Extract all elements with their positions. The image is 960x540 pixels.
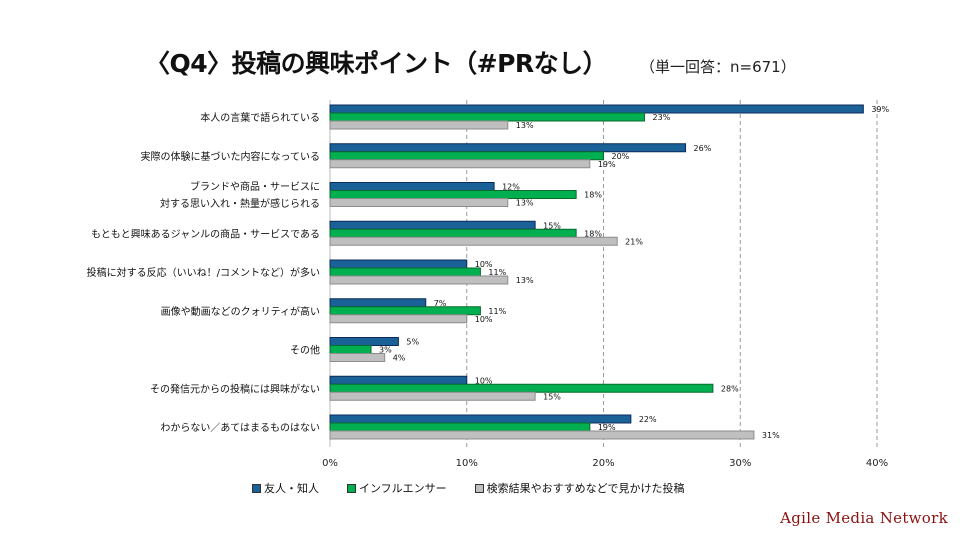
x-tick-label: 40%: [866, 458, 888, 469]
category-label: ブランドや商品・サービスに: [190, 180, 320, 193]
legend-item-influencer: インフルエンサー: [347, 480, 447, 496]
bar: [329, 151, 604, 161]
bar: [329, 353, 386, 362]
category-label: わからない／あてはまるものはない: [160, 422, 320, 434]
data-label: 4%: [393, 354, 406, 363]
data-label: 13%: [516, 276, 534, 285]
bar: [329, 345, 372, 354]
data-label: 10%: [475, 260, 493, 269]
bar: [329, 159, 591, 169]
data-label: 11%: [488, 307, 506, 316]
data-label: 11%: [488, 268, 506, 277]
bar: [329, 228, 577, 238]
bar: [329, 236, 618, 246]
x-tick-label: 30%: [729, 458, 751, 469]
bar: [329, 422, 591, 432]
brand-logo: Agile Media Network: [780, 509, 948, 527]
chart-subtitle: （単一回答：n=671）: [640, 58, 796, 76]
bar: [329, 267, 481, 277]
category-label: その発信元からの投稿には興味がない: [150, 382, 320, 395]
data-label: 20%: [612, 152, 630, 161]
category-label: もともと興味あるジャンルの商品・サービスである: [91, 227, 320, 240]
bar: [329, 306, 481, 316]
data-label: 7%: [434, 299, 447, 308]
bar: [329, 112, 646, 122]
legend-swatch: [474, 483, 484, 493]
bar: [329, 104, 864, 114]
data-label: 22%: [639, 415, 657, 424]
category-label: 実際の体験に基づいた内容になっている: [141, 150, 321, 163]
bar: [329, 314, 468, 324]
bar: [329, 430, 755, 440]
data-label: 15%: [543, 221, 561, 230]
data-label: 18%: [584, 229, 602, 238]
bar: [329, 120, 509, 130]
bar: [329, 220, 536, 230]
bar: [329, 391, 536, 401]
chart-title: 〈Q4〉投稿の興味ポイント（#PRなし）: [145, 49, 608, 78]
bar: [329, 414, 632, 424]
data-label: 23%: [653, 113, 671, 122]
legend-item-friends: 友人・知人: [252, 480, 319, 496]
category-label: 対する思い入れ・熱量が感じられる: [160, 197, 320, 210]
data-label: 12%: [502, 183, 520, 192]
bar: [329, 383, 714, 393]
data-label: 15%: [543, 392, 561, 401]
category-label: その他: [290, 344, 320, 357]
data-label: 18%: [584, 191, 602, 200]
data-label: 28%: [721, 384, 739, 393]
legend-label: 友人・知人: [264, 482, 319, 495]
data-label: 31%: [762, 431, 780, 440]
data-label: 10%: [475, 315, 493, 324]
data-label: 10%: [475, 376, 493, 385]
bar: [329, 259, 468, 269]
bar: [329, 182, 495, 191]
bar: [329, 275, 509, 285]
category-label: 画像や動画などのクォリティが高い: [161, 305, 320, 318]
data-label: 13%: [516, 121, 534, 130]
x-tick-label: 10%: [456, 458, 478, 469]
data-label: 19%: [598, 423, 616, 432]
data-label: 39%: [871, 105, 889, 114]
legend-item-search: 検索結果やおすすめなどで見かけた投稿: [474, 480, 685, 496]
data-label: 5%: [406, 338, 419, 347]
bar: [329, 298, 427, 308]
legend-label: 検索結果やおすすめなどで見かけた投稿: [486, 482, 685, 495]
data-label: 21%: [625, 237, 643, 246]
legend: 友人・知人 インフルエンサー 検索結果やおすすめなどで見かけた投稿: [252, 480, 684, 496]
category-label: 投稿に対する反応（いいね！/コメントなど）が多い: [87, 266, 320, 279]
legend-swatch: [347, 483, 356, 493]
data-label: 26%: [694, 144, 712, 153]
category-label: 本人の言葉で語られている: [200, 111, 320, 124]
data-label: 3%: [379, 346, 392, 355]
x-tick-label: 0%: [322, 458, 338, 469]
bar: [329, 198, 509, 207]
data-label: 19%: [598, 160, 616, 169]
bar: [329, 190, 577, 199]
legend-swatch: [252, 483, 261, 493]
data-label: 13%: [516, 199, 534, 208]
bar: [329, 375, 468, 385]
legend-label: インフルエンサー: [359, 482, 447, 495]
bar: [329, 143, 687, 153]
bar: [329, 337, 399, 346]
x-tick-label: 20%: [592, 458, 614, 469]
